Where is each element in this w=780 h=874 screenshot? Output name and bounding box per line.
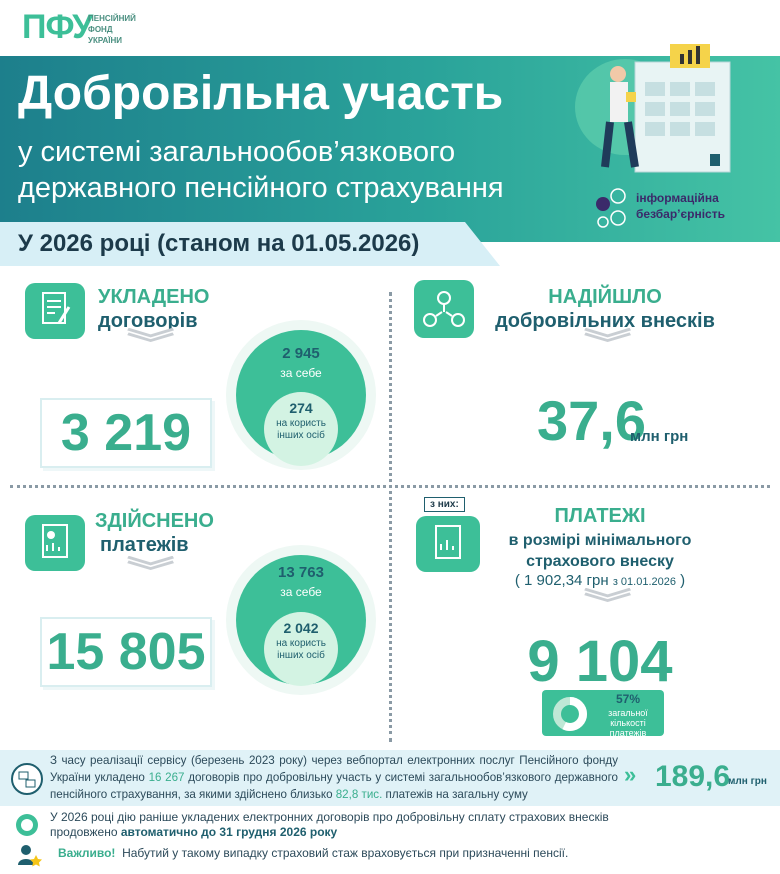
tag: з них: — [424, 497, 465, 512]
others-disc — [264, 612, 338, 686]
self-value: 13 763 — [278, 564, 324, 581]
payments-label2: платежів — [100, 534, 189, 556]
others-label: на користь інших осіб — [264, 638, 338, 662]
paren: ) — [680, 572, 686, 589]
self-label: за себе — [280, 366, 322, 380]
note-text: платежів на загальну суму — [382, 788, 528, 801]
min-amount: 1 902,34 грн — [524, 572, 609, 589]
badge-icon — [596, 188, 626, 228]
period: У 2026 році (станом на 01.05.2026) — [18, 230, 420, 257]
auto-bold: автоматично до 31 грудня 2026 року — [120, 825, 338, 839]
auto-note: У 2026 році дію раніше укладених електро… — [50, 810, 610, 840]
contracts-label2: договорів — [98, 310, 198, 332]
auto-text: У 2026 році дію раніше укладених електро… — [50, 810, 609, 839]
others-disc — [264, 392, 338, 466]
min-since: з 01.01.2026 — [612, 576, 676, 588]
min-icon — [416, 516, 480, 572]
others-label: на користь інших осіб — [264, 418, 338, 442]
note-unit: млн грн — [728, 776, 767, 787]
min-label-lines: в розмірі мінімального страхового внеску — [490, 530, 710, 572]
auto-icon — [16, 814, 38, 836]
chevron: ︾ — [126, 556, 175, 589]
note-band — [0, 750, 780, 806]
paren: ( — [514, 572, 520, 589]
note-text: З часу реалізації сервісу (березень 2023… — [50, 754, 618, 784]
subtitle: у системі загальнообов’язкового державно… — [18, 134, 504, 206]
note-number: 16 267 — [148, 771, 185, 784]
chevron: ︾ — [126, 328, 175, 361]
badge-line: безбар’єрність — [636, 207, 725, 221]
others-line: інших осіб — [277, 430, 325, 441]
share-label: 57% — [615, 692, 641, 706]
others-line: на користь — [276, 418, 326, 429]
org-name: ПЕНСІЙНИЙ ФОНД УКРАЇНИ — [88, 13, 136, 46]
min-line: в розмірі мінімального — [508, 532, 692, 549]
logo: ПФУ — [22, 8, 93, 46]
min-label: ПЛАТЕЖІ — [554, 505, 646, 527]
chevron: ︾ — [583, 328, 632, 361]
others-value: 274 — [289, 400, 313, 416]
payments-label: ЗДІЙСНЕНО — [95, 510, 214, 532]
contrib-label: НАДІЙШЛО — [548, 286, 662, 308]
min-amount-line: ( 1 902,34 грн з 01.01.2026 ) — [490, 572, 710, 589]
note-text: договорів про добровільну участь у систе… — [50, 771, 619, 801]
self-value: 2 945 — [282, 345, 320, 362]
badge-line: інформаційна — [636, 191, 719, 205]
org-line: ПЕНСІЙНИЙ — [88, 14, 136, 23]
contracts-label: УКЛАДЕНО — [98, 286, 210, 308]
min-line: страхового внеску — [526, 553, 674, 570]
payments-icon — [25, 515, 85, 571]
note-icon — [11, 763, 43, 795]
arrows: » — [624, 762, 637, 787]
important: Важливо! Набутий у такому випадку страхо… — [58, 846, 568, 860]
others-line: інших осіб — [277, 650, 325, 661]
contrib-icon — [414, 280, 474, 338]
others-value: 2 042 — [283, 620, 319, 636]
share-donut — [553, 697, 587, 731]
donut-arc — [553, 697, 587, 731]
share-line: кількості платежів — [609, 718, 647, 738]
period-bar — [0, 222, 500, 266]
org-line: УКРАЇНИ — [88, 36, 123, 45]
note-number: 82,8 тис. — [335, 788, 383, 801]
important-label: Важливо! — [58, 846, 116, 860]
title: Добровільна участь — [18, 67, 504, 120]
self-label: за себе — [280, 585, 322, 599]
important-text: Набутий у такому випадку страховий стаж … — [122, 846, 569, 860]
badge: інформаційна безбар’єрність — [636, 190, 725, 222]
chevron: ︾ — [583, 588, 632, 621]
min-count: 9 104 — [527, 629, 673, 694]
subtitle-line: у системі загальнообов’язкового — [18, 136, 456, 168]
contrib-label2: добровільних внесків — [495, 310, 715, 332]
note: З часу реалізації сервісу (березень 2023… — [50, 752, 618, 803]
contract-icon — [25, 283, 85, 339]
note-sum: 189,6 — [655, 760, 731, 793]
contrib-unit: млн грн — [630, 428, 689, 445]
important-icon — [18, 845, 42, 867]
subtitle-line: державного пенсійного страхування — [18, 172, 504, 204]
divider — [10, 485, 770, 488]
illustration — [575, 44, 731, 173]
org-line: ФОНД — [88, 25, 113, 34]
contracts-total: 3 219 — [40, 398, 212, 468]
contrib-amount: 37,6 — [537, 389, 646, 452]
share-line: загальної — [608, 708, 648, 718]
share-text: загальної кількості платежів — [592, 708, 664, 738]
others-line: на користь — [276, 638, 326, 649]
divider — [389, 292, 392, 742]
payments-total: 15 805 — [40, 617, 212, 687]
